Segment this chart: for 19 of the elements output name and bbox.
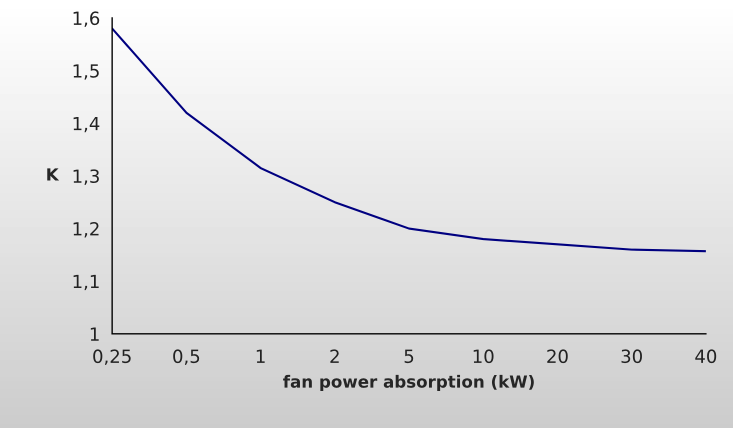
line-series — [112, 27, 706, 252]
y-tick-label: 1,1 — [74, 274, 99, 290]
y-tick-label: 1,2 — [74, 222, 99, 238]
x-tick-label: 30 — [622, 349, 642, 364]
y-tick-label: 1,5 — [74, 64, 99, 80]
x-tick-label: 20 — [547, 349, 568, 364]
y-axis-title: K — [47, 168, 60, 181]
y-tick-label: 1,3 — [74, 169, 99, 185]
x-tick-label: 0,25 — [93, 349, 131, 365]
x-tick-label: 5 — [404, 350, 414, 364]
y-tick-label: 1,6 — [74, 11, 100, 27]
x-tick-label: 1 — [256, 350, 265, 363]
x-tick-label: 10 — [474, 349, 494, 364]
x-axis-title: fan power absorption (kW) — [283, 374, 534, 392]
y-tick-label: 1 — [90, 328, 99, 341]
x-tick-label: 2 — [330, 349, 339, 363]
y-tick-label: 1,4 — [74, 116, 100, 132]
x-tick-label: 0,5 — [173, 349, 200, 365]
x-tick-label: 40 — [695, 349, 716, 364]
